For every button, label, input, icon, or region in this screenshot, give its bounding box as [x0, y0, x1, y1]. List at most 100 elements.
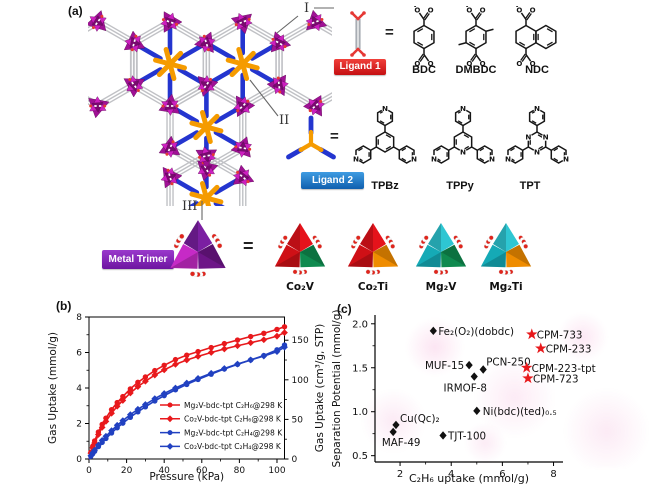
linker-bundles: [88, 21, 332, 206]
chart-c-point-5: Cu(Qc)₂: [392, 413, 440, 430]
background-watermark: [352, 300, 648, 468]
svg-text:O: O: [530, 6, 536, 14]
svg-text:1.5: 1.5: [352, 363, 368, 374]
svg-text:N: N: [353, 154, 359, 163]
chart-c-ylabel: Separation Potential (mmol/g): [331, 310, 343, 468]
svg-text:Co₂V-bdc-tpt C₂H₄@298 K: Co₂V-bdc-tpt C₂H₄@298 K: [184, 442, 282, 451]
svg-text:Co₂V-bdc-tpt C₂H₆@298 K: Co₂V-bdc-tpt C₂H₆@298 K: [184, 415, 282, 424]
metal-nodes: [153, 47, 260, 206]
svg-text:N: N: [411, 154, 417, 163]
chart-b-xlabel: Pressure (kPa): [149, 471, 224, 483]
svg-text:O: O: [428, 60, 434, 68]
dmbdc-label: DMBDC: [455, 64, 497, 76]
svg-text:60: 60: [196, 466, 208, 476]
tpbz-structure: N N N: [352, 104, 418, 164]
svg-text:0: 0: [76, 455, 82, 465]
svg-text:CPM-723: CPM-723: [533, 373, 579, 385]
ligand1-equals: =: [385, 24, 394, 41]
svg-text:MAF-49: MAF-49: [382, 437, 421, 449]
crystal-structure-drawing: [88, 9, 332, 206]
tpbz-label: TPBz: [371, 180, 399, 192]
svg-text:CPM-233: CPM-233: [546, 343, 592, 355]
co2v-label: Co₂V: [286, 281, 314, 293]
svg-text:N: N: [534, 148, 540, 157]
chart-b-ylabel: Gas Uptake (mmol/g): [47, 332, 59, 444]
svg-text:6: 6: [499, 469, 505, 480]
chart-c-point-8: CPM-733: [526, 328, 582, 341]
svg-text:1.0: 1.0: [352, 407, 368, 418]
mg2v-label: Mg₂V: [425, 281, 457, 293]
metal-trimer-box: Metal Trimer: [102, 250, 174, 269]
svg-text:-: -: [432, 64, 435, 71]
svg-text:-: -: [516, 3, 519, 10]
chart-b-series-0: [88, 324, 288, 460]
chart-b-ylabel-right: Gas Uptake (cm³/g, STP): [314, 324, 326, 452]
svg-text:Ni(bdc)(ted)₀.₅: Ni(bdc)(ted)₀.₅: [483, 406, 557, 418]
svg-text:50: 50: [292, 415, 304, 425]
svg-text:N: N: [489, 154, 495, 163]
chart-c-point-0: Fe₂(O₂)(dobdc): [429, 326, 514, 338]
chart-c-point-2: PCN-250: [479, 357, 531, 374]
metal-trimer-template-icon: [170, 220, 226, 278]
svg-text:20: 20: [121, 466, 133, 476]
chart-c-point-7: TJT-100: [439, 430, 486, 442]
co2ti-trimer-icon: [347, 223, 399, 275]
svg-text:8: 8: [550, 469, 556, 480]
chart-c-point-3: IRMOF-8: [444, 372, 487, 395]
tppy-structure: N N N N: [430, 104, 496, 164]
panel-c-label: (c): [337, 302, 352, 316]
svg-text:4: 4: [448, 469, 454, 480]
panel-a-label: (a): [68, 4, 83, 18]
svg-text:PCN-250: PCN-250: [486, 357, 530, 369]
chart-c-point-10: CPM-223-tpt: [520, 361, 596, 375]
svg-text:O: O: [466, 60, 472, 68]
svg-text:N: N: [525, 133, 531, 142]
svg-text:O: O: [480, 60, 486, 68]
marker-I: I: [304, 1, 310, 16]
svg-text:N: N: [563, 154, 569, 163]
svg-text:0.5: 0.5: [352, 451, 368, 462]
separation-potential-chart: 2 4 6 8 0.5 1.0 1.5 2.0 C₂H₆ uptake (mmol/g) Sepa…: [331, 310, 596, 485]
ligand2-box: Ligand 2: [301, 172, 364, 189]
chart-b-legend: Mg₂V-bdc-tpt C₂H₆@298 K Co₂V-bdc-tpt C₂H₆…: [160, 401, 283, 451]
metal-trimer-equals: =: [243, 236, 254, 256]
chart-c-point-6: MAF-49: [382, 427, 421, 449]
svg-text:N: N: [543, 133, 549, 142]
svg-text:N: N: [431, 154, 437, 163]
marker-II: II: [279, 113, 290, 128]
svg-text:O: O: [480, 6, 486, 14]
svg-text:TJT-100: TJT-100: [447, 430, 486, 442]
co2v-trimer-icon: [274, 223, 326, 275]
bdc-structure: O O-OO -: [413, 3, 435, 71]
panel-b-label: (b): [56, 299, 72, 313]
svg-text:4: 4: [76, 384, 82, 394]
svg-text:O: O: [516, 60, 522, 68]
ligand1-stick-icon: [350, 11, 366, 57]
chart-c-point-11: CPM-723: [522, 372, 579, 385]
mg2ti-label: Mg₂Ti: [489, 281, 523, 293]
svg-text:O: O: [466, 6, 472, 14]
svg-text:8: 8: [76, 313, 82, 323]
ligand1-box: Ligand 1: [334, 59, 386, 75]
svg-text:150: 150: [292, 336, 309, 346]
svg-text:2: 2: [397, 469, 403, 480]
svg-text:100: 100: [292, 376, 309, 386]
svg-text:Cu(Qc)₂: Cu(Qc)₂: [400, 413, 440, 425]
svg-text:CPM-733: CPM-733: [537, 329, 583, 341]
svg-text:-: -: [484, 64, 487, 71]
tpt-label: TPT: [519, 180, 541, 192]
marker-III: III: [182, 199, 198, 214]
svg-text:O: O: [516, 6, 522, 14]
svg-text:O: O: [530, 60, 536, 68]
chart-b-series-1: [87, 329, 288, 460]
svg-text:80: 80: [234, 466, 246, 476]
svg-text:N: N: [460, 148, 466, 157]
svg-text:-: -: [466, 3, 469, 10]
chart-c-point-9: CPM-233: [535, 342, 591, 355]
svg-text:N: N: [382, 104, 388, 113]
svg-text:O: O: [428, 6, 434, 14]
svg-text:MUF-15: MUF-15: [425, 360, 464, 372]
svg-text:100: 100: [268, 466, 285, 476]
svg-text:2.0: 2.0: [352, 319, 368, 330]
